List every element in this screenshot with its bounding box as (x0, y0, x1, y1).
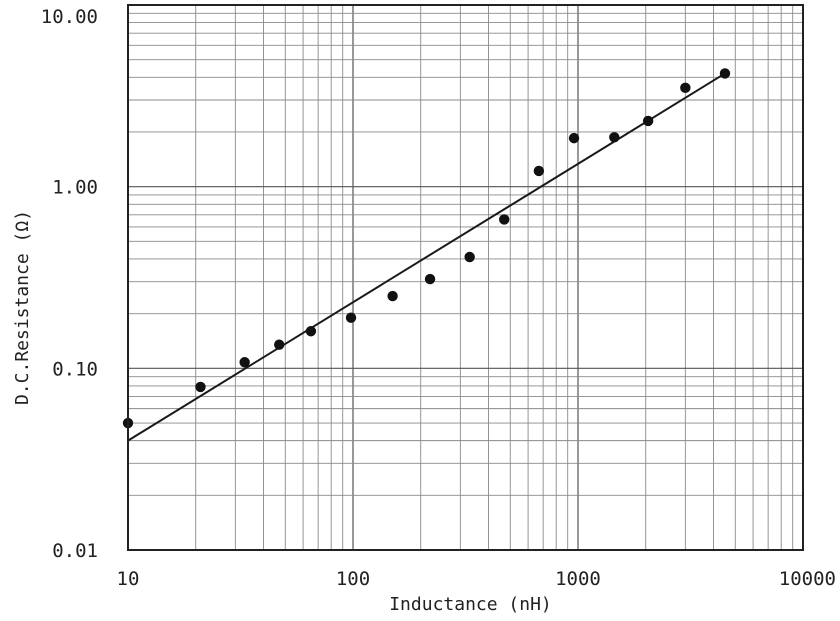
y-tick-label: 0.10 (52, 358, 98, 380)
trend-line (127, 72, 726, 442)
data-point (642, 115, 654, 127)
data-point (239, 357, 250, 368)
y-tick-label: 1.00 (52, 177, 98, 199)
x-tick-labels: 10 100 1000 10000 (117, 568, 836, 590)
data-point (464, 251, 475, 263)
x-tick-label: 100 (336, 568, 370, 590)
data-point (533, 165, 545, 177)
grid-lines (127, 5, 803, 551)
data-point (499, 214, 510, 225)
data-points (122, 68, 731, 429)
x-tick-label: 10000 (779, 568, 836, 590)
data-point (387, 290, 398, 302)
data-point (680, 82, 691, 94)
y-tick-labels: 0.01 0.10 1.00 10.00 (41, 6, 98, 562)
data-point (345, 312, 357, 323)
data-point (568, 132, 580, 144)
data-point (719, 68, 731, 79)
data-point (609, 132, 620, 143)
data-point (274, 339, 285, 350)
data-point (305, 326, 317, 337)
x-axis-title: Inductance (nH) (389, 594, 552, 615)
y-axis-title: D.C.Resistance (Ω) (12, 210, 33, 405)
data-point (424, 273, 436, 285)
trend-line-group (127, 72, 726, 442)
plot-frame (127, 4, 804, 551)
x-tick-label: 1000 (555, 568, 601, 590)
x-tick-label: 10 (117, 568, 140, 590)
data-point (195, 381, 206, 393)
y-tick-label: 0.01 (52, 540, 98, 562)
y-tick-label: 10.00 (41, 6, 98, 28)
